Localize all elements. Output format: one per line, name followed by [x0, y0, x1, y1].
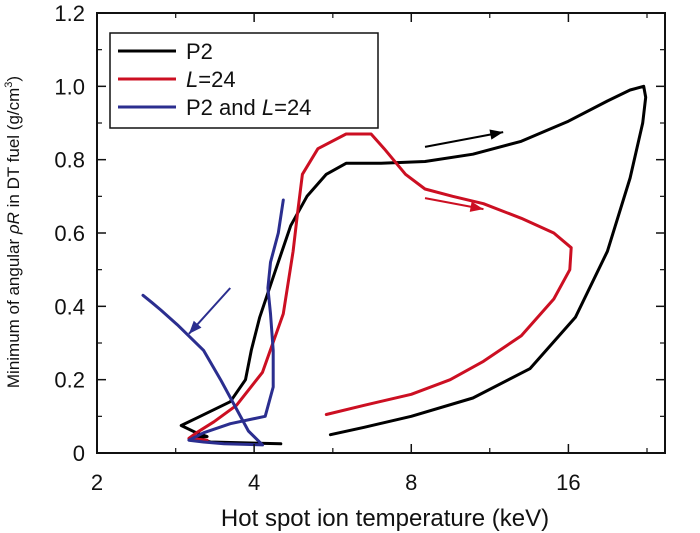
y-axis-label: Minimum of angular ρR in DT fuel (g/cm3) [3, 76, 23, 388]
legend-label-2: P2 and L=24 [186, 95, 311, 120]
x-tick-label: 2 [91, 470, 103, 495]
legend-label-0: P2 [186, 39, 213, 64]
series-line-0 [179, 84, 648, 446]
y-tick-label: 0.8 [54, 148, 85, 173]
direction-arrow-1 [424, 197, 484, 212]
y-tick-label: 0.6 [54, 221, 85, 246]
x-axis-label: Hot spot ion temperature (keV) [221, 505, 549, 532]
x-tick-label: 4 [248, 470, 260, 495]
plot-lines [141, 84, 648, 447]
y-tick-label: 0.2 [54, 368, 85, 393]
x-tick-label: 16 [556, 470, 580, 495]
direction-arrow-0 [424, 129, 504, 148]
legend: P2 L=24 P2 and L=24 [109, 32, 379, 129]
direction-arrow-2 [188, 287, 231, 335]
legend-label-1: L=24 [186, 67, 236, 92]
y-tick-label: 1.2 [54, 1, 85, 26]
y-tick-label: 0.4 [54, 294, 85, 319]
series-line-1 [187, 132, 573, 442]
x-tick-label: 8 [405, 470, 417, 495]
y-tick-label: 1.0 [54, 74, 85, 99]
axis-ticks [96, 12, 665, 454]
tick-labels: 0 0.2 0.4 0.6 0.8 1.0 1.2 2 4 8 16 [54, 1, 580, 495]
y-tick-label: 0 [73, 441, 85, 466]
series-line-2 [141, 198, 285, 447]
